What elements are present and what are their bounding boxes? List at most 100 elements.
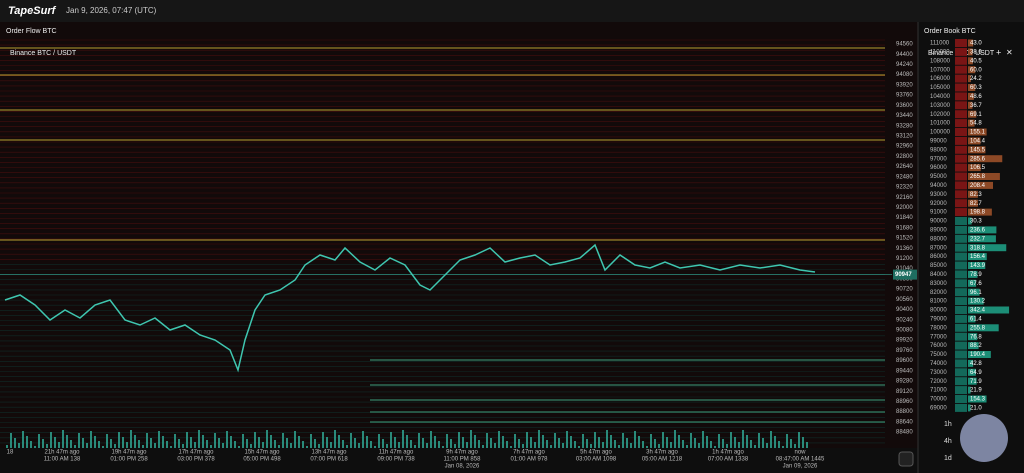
ob-size: 318.8 — [970, 245, 986, 251]
close-button[interactable]: ✕ — [1006, 48, 1013, 57]
volume-bar — [142, 445, 144, 448]
volume-bar — [618, 445, 620, 448]
volume-bar — [234, 441, 236, 448]
size-cell — [955, 395, 967, 403]
volume-bar — [222, 443, 224, 448]
ask-bar — [968, 57, 973, 65]
volume-bar — [458, 432, 460, 448]
price-tick-label: 90240 — [896, 317, 913, 323]
ob-price: 87000 — [930, 245, 947, 251]
volume-bar — [778, 441, 780, 448]
volume-bar — [762, 438, 764, 448]
volume-bar — [614, 440, 616, 448]
volume-bar — [498, 431, 500, 448]
ob-size: 145.5 — [970, 147, 986, 153]
size-cell — [955, 47, 967, 56]
time-clock: 05:00 AM 1218 — [642, 457, 683, 463]
volume-bar — [54, 437, 56, 448]
price-tick-label: 90400 — [896, 307, 913, 313]
volume-bar — [98, 441, 100, 448]
ob-price: 91000 — [930, 210, 947, 216]
bid-bar — [968, 244, 1007, 252]
volume-bar — [658, 444, 660, 448]
volume-bar — [674, 430, 676, 448]
volume-bar — [666, 437, 668, 448]
ob-price: 92000 — [930, 201, 947, 207]
ob-price: 77000 — [930, 334, 947, 340]
volume-bar — [566, 431, 568, 448]
header-bar — [0, 0, 1024, 22]
ob-size: 190.4 — [970, 352, 986, 358]
price-tick-label: 93600 — [896, 103, 913, 109]
volume-bar — [446, 434, 448, 448]
volume-bar — [694, 438, 696, 448]
volume-bar — [214, 433, 216, 448]
size-cell — [955, 110, 967, 119]
volume-bar — [106, 434, 108, 448]
bid-bar — [968, 288, 980, 296]
bid-bar — [968, 386, 971, 394]
time-clock: 01:00 AM 978 — [510, 457, 548, 463]
volume-bar — [742, 430, 744, 448]
ob-price: 86000 — [930, 254, 947, 260]
reset-button[interactable] — [898, 451, 914, 467]
volume-bar — [682, 440, 684, 448]
volume-bar — [70, 440, 72, 448]
volume-bar — [286, 438, 288, 448]
size-cell — [955, 234, 967, 243]
price-tick-label: 88640 — [896, 419, 913, 425]
price-tick-label: 91520 — [896, 236, 913, 242]
volume-bar — [398, 442, 400, 448]
volume-bar — [282, 433, 284, 448]
volume-bar — [642, 441, 644, 448]
price-tick-label: 90560 — [896, 297, 913, 303]
ob-price: 100000 — [930, 130, 951, 136]
ob-size: 64.9 — [970, 370, 982, 376]
ob-size: 54.8 — [970, 121, 982, 127]
ob-size: 48.6 — [970, 94, 982, 100]
ob-price: 72000 — [930, 379, 947, 385]
volume-bar — [578, 446, 580, 448]
volume-bar — [438, 441, 440, 448]
volume-bar — [562, 443, 564, 448]
volume-bar — [774, 436, 776, 448]
time-ago: 13h 47m ago — [311, 450, 347, 456]
volume-bar — [654, 439, 656, 448]
volume-bar — [542, 435, 544, 448]
volume-bar — [246, 439, 248, 448]
volume-bar — [426, 443, 428, 448]
ob-price: 102000 — [930, 112, 951, 118]
volume-bar — [434, 436, 436, 448]
ob-price: 97000 — [930, 156, 947, 162]
price-tick-label: 89920 — [896, 338, 913, 344]
bid-bar — [968, 253, 987, 261]
volume-bar — [806, 442, 808, 448]
volume-bar — [126, 442, 128, 448]
volume-bar — [270, 435, 272, 448]
ob-size: 265.8 — [970, 174, 986, 180]
volume-bar — [630, 443, 632, 448]
time-ago: 7h 47m ago — [513, 450, 545, 456]
ob-size: 255.8 — [970, 325, 986, 331]
ob-size: 88.2 — [970, 343, 982, 349]
volume-bar — [362, 431, 364, 448]
volume-bar — [262, 442, 264, 448]
volume-bar — [490, 438, 492, 448]
size-cell — [955, 359, 967, 368]
price-tick-label: 88800 — [896, 409, 913, 415]
volume-bar — [594, 432, 596, 448]
ob-size: 236.6 — [970, 227, 986, 233]
ob-size: 342.4 — [970, 308, 986, 314]
price-tick-label: 91840 — [896, 215, 913, 221]
volume-bar — [502, 436, 504, 448]
volume-bar — [550, 445, 552, 448]
add-button[interactable]: + — [996, 47, 1001, 57]
bid-bar — [968, 324, 999, 332]
ask-bar — [968, 84, 976, 91]
volume-bar — [334, 430, 336, 448]
ob-price: 90000 — [930, 219, 947, 225]
ask-bar — [968, 155, 1003, 163]
volume-bar — [190, 437, 192, 448]
volume-bar — [370, 441, 372, 448]
time-clock: 03:00 AM 1098 — [576, 457, 617, 463]
